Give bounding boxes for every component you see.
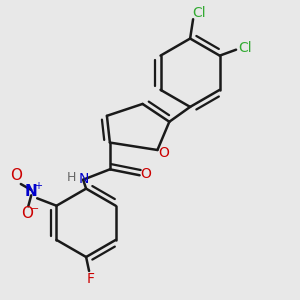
Text: O: O xyxy=(158,146,169,160)
Text: O: O xyxy=(141,167,152,181)
Text: N: N xyxy=(79,172,89,185)
Text: −: − xyxy=(31,204,39,214)
Text: O: O xyxy=(21,206,33,221)
Text: +: + xyxy=(34,182,42,191)
Text: O: O xyxy=(11,168,22,183)
Text: Cl: Cl xyxy=(192,6,206,20)
Text: F: F xyxy=(87,272,94,286)
Text: H: H xyxy=(67,171,76,184)
Text: Cl: Cl xyxy=(238,41,252,55)
Text: N: N xyxy=(25,184,38,199)
